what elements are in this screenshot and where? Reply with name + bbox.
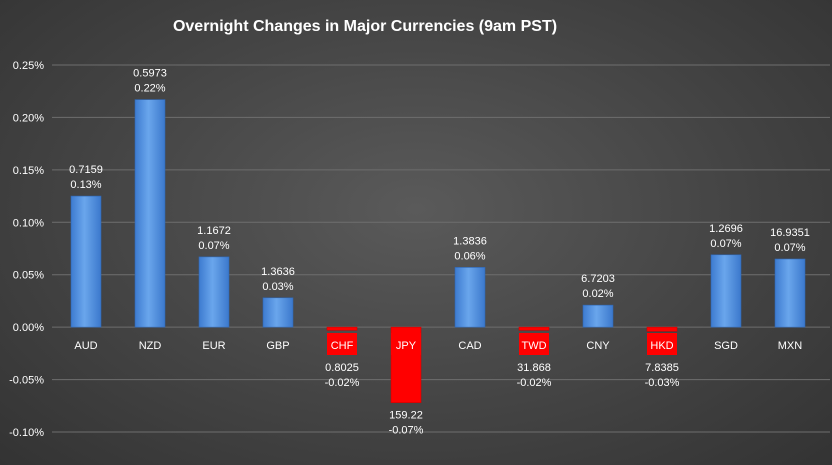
pct-label-nzd: 0.22%	[134, 83, 165, 95]
bar-twd	[518, 326, 550, 331]
pct-label-mxn: 0.07%	[774, 242, 805, 254]
rate-label-twd: 31.868	[517, 362, 551, 374]
rate-label-aud: 0.7159	[69, 164, 103, 176]
category-box-hkd	[647, 333, 677, 355]
category-label-nzd: NZD	[139, 340, 162, 352]
y-tick-label: 0.10%	[13, 217, 44, 229]
category-label-aud: AUD	[74, 340, 97, 352]
bar-gbp	[262, 297, 294, 328]
category-box-jpy	[391, 333, 421, 355]
pct-label-cny: 0.02%	[582, 288, 613, 300]
y-tick-label: 0.05%	[13, 270, 44, 282]
y-axis: 0.25% 0.20% 0.15% 0.10% 0.05% 0.00% -0.05% -0.1…	[9, 60, 44, 439]
rate-label-mxn: 16.9351	[770, 227, 810, 239]
rate-label-sgd: 1.2696	[709, 223, 743, 235]
pct-label-twd: -0.02%	[517, 377, 552, 389]
pct-label-aud: 0.13%	[70, 179, 101, 191]
rate-label-nzd: 0.5973	[133, 68, 167, 80]
bar-hkd	[646, 326, 678, 332]
data-labels: 0.7159 0.13% 0.5973 0.22% 1.1672 0.07% 1.3636 0…	[69, 68, 810, 437]
y-tick-label: 0.00%	[13, 322, 44, 334]
pct-label-gbp: 0.03%	[262, 281, 293, 293]
bar-sgd	[710, 254, 742, 328]
category-label-mxn: MXN	[778, 340, 803, 352]
category-label-gbp: GBP	[266, 340, 289, 352]
chart-title: Overnight Changes in Major Currencies (9…	[173, 18, 557, 35]
y-tick-label: 0.15%	[13, 165, 44, 177]
rate-label-cny: 6.7203	[581, 273, 615, 285]
bar-aud	[70, 195, 102, 328]
rate-label-cad: 1.3836	[453, 235, 487, 247]
category-box-twd	[519, 333, 549, 355]
y-tick-label: 0.20%	[13, 112, 44, 124]
category-label-chf: CHF	[331, 340, 354, 352]
y-tick-label: -0.10%	[9, 427, 44, 439]
bars	[70, 99, 806, 403]
rate-label-gbp: 1.3636	[261, 266, 295, 278]
bar-nzd	[134, 99, 166, 328]
category-label-cad: CAD	[458, 340, 481, 352]
bar-eur	[198, 256, 230, 328]
bar-chf	[326, 326, 358, 331]
category-label-cny: CNY	[586, 340, 610, 352]
rate-label-eur: 1.1672	[197, 225, 231, 237]
category-box-chf	[327, 333, 357, 355]
category-label-hkd: HKD	[650, 340, 673, 352]
rate-label-hkd: 7.8385	[645, 362, 679, 374]
category-label-twd: TWD	[521, 340, 546, 352]
bar-mxn	[774, 258, 806, 328]
category-label-jpy: JPY	[396, 340, 417, 352]
pct-label-eur: 0.07%	[198, 240, 229, 252]
rate-label-chf: 0.8025	[325, 362, 359, 374]
category-label-sgd: SGD	[714, 340, 738, 352]
pct-label-cad: 0.06%	[454, 250, 485, 262]
pct-label-hkd: -0.03%	[645, 377, 680, 389]
category-label-eur: EUR	[202, 340, 225, 352]
pct-label-jpy: -0.07%	[389, 425, 424, 437]
y-tick-label: 0.25%	[13, 60, 44, 72]
bar-cny	[582, 304, 614, 328]
bar-cad	[454, 267, 486, 328]
pct-label-sgd: 0.07%	[710, 238, 741, 250]
rate-label-jpy: 159.22	[389, 410, 423, 422]
gridlines	[52, 64, 830, 433]
pct-label-chf: -0.02%	[325, 377, 360, 389]
y-tick-label: -0.05%	[9, 375, 44, 387]
category-labels: AUD NZD EUR GBP CHF JPY CAD TWD CNY HKD SGD MXN	[74, 333, 802, 355]
